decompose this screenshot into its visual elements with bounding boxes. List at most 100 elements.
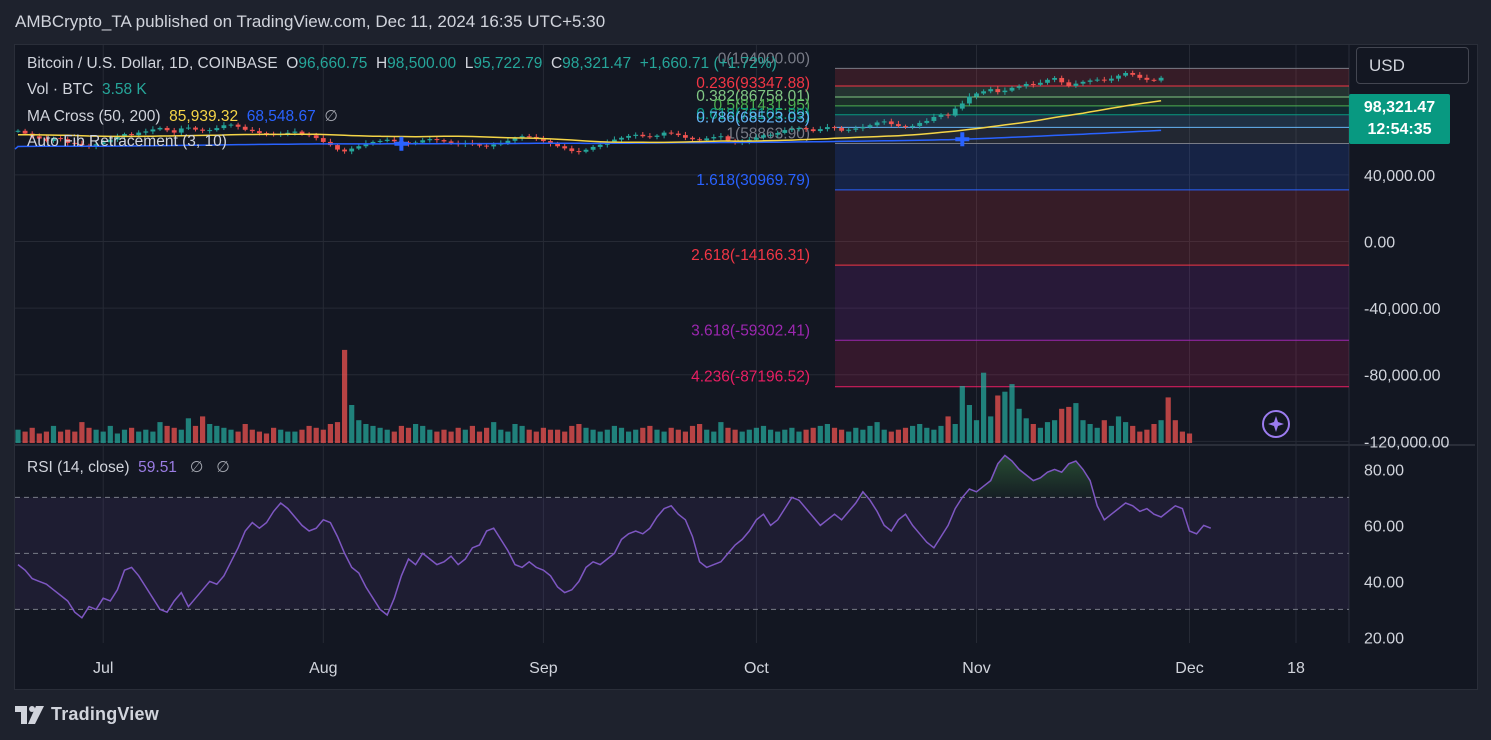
volume-bar bbox=[583, 427, 589, 443]
volume-bar bbox=[952, 424, 958, 443]
rsi-label: RSI (14, close) bbox=[27, 459, 130, 476]
candle-body bbox=[349, 148, 355, 152]
volume-bar bbox=[320, 429, 326, 443]
candle-body bbox=[917, 122, 923, 126]
volume-bar bbox=[988, 416, 994, 443]
volume-bar bbox=[356, 420, 362, 443]
assistant-icon bbox=[1262, 410, 1290, 438]
candle-body bbox=[817, 129, 823, 132]
fib-label: Auto Fib Retracement (3, 10) bbox=[27, 133, 227, 150]
brand-name: TradingView bbox=[51, 704, 159, 724]
tradingview-brand[interactable]: TradingView bbox=[15, 704, 159, 725]
volume-bars bbox=[15, 349, 1193, 443]
symbol-label[interactable]: Bitcoin / U.S. Dollar, 1D, COINBASE bbox=[27, 55, 278, 72]
volume-bar bbox=[342, 349, 348, 443]
publish-info: AMBCrypto_TA published on TradingView.co… bbox=[15, 12, 606, 31]
volume-bar bbox=[384, 429, 390, 443]
volume-bar bbox=[547, 429, 554, 443]
close-value: 98,321.47 bbox=[562, 55, 632, 72]
candle-body bbox=[299, 131, 305, 135]
volume-bar bbox=[299, 429, 305, 443]
volume-bar bbox=[739, 431, 745, 443]
candle-body bbox=[221, 125, 227, 129]
volume-bar bbox=[846, 431, 852, 443]
fib-level-label: 2.618(-14166.31) bbox=[691, 247, 810, 264]
candle-body bbox=[484, 145, 489, 147]
volume-bar bbox=[1094, 427, 1100, 443]
candle-body bbox=[107, 139, 113, 143]
candle-body bbox=[690, 137, 695, 140]
candle-body bbox=[1087, 80, 1093, 82]
volume-bar bbox=[1066, 406, 1072, 443]
candle-body bbox=[313, 135, 319, 139]
volume-bar bbox=[1158, 420, 1164, 443]
volume-bar bbox=[455, 427, 461, 443]
volume-bar bbox=[1023, 418, 1029, 443]
candle-body bbox=[945, 114, 951, 116]
candle-body bbox=[65, 139, 71, 143]
volume-label: Vol · BTC bbox=[27, 81, 94, 98]
legend-ma-cross[interactable]: MA Cross (50, 200) 85,939.32 68,548.67 ∅ bbox=[27, 107, 338, 126]
candle-body bbox=[434, 139, 440, 141]
candle-body bbox=[782, 130, 788, 133]
candle-body bbox=[839, 127, 844, 131]
open-value: 96,660.75 bbox=[298, 55, 368, 72]
volume-bar bbox=[271, 427, 277, 443]
legend-rsi[interactable]: RSI (14, close) 59.51 ∅ ∅ bbox=[27, 458, 230, 477]
candle-body bbox=[228, 124, 234, 126]
volume-bar bbox=[803, 429, 809, 443]
volume-bar bbox=[171, 427, 177, 443]
price-tick-label: -40,000.00 bbox=[1364, 301, 1441, 318]
volume-bar bbox=[697, 424, 703, 443]
date-tick-label: Sep bbox=[529, 660, 558, 677]
volume-bar bbox=[1044, 422, 1051, 443]
axes: 40,000.00 0.00 -40,000.00 -80,000.00 -120,00… bbox=[93, 168, 1450, 677]
volume-bar bbox=[43, 431, 49, 443]
assistant-icon-ring bbox=[1262, 410, 1290, 438]
candle-body bbox=[775, 132, 781, 135]
candle-body bbox=[207, 130, 213, 132]
fib-zone bbox=[835, 265, 1349, 341]
volume-bar bbox=[306, 425, 312, 443]
volume-bar bbox=[917, 424, 923, 443]
candle-body bbox=[541, 139, 546, 142]
open-label: O bbox=[286, 55, 299, 72]
volume-bar bbox=[427, 429, 433, 443]
volume-bar bbox=[562, 431, 568, 443]
volume-bar bbox=[675, 429, 681, 443]
candles[interactable] bbox=[15, 70, 1164, 155]
volume-bar bbox=[640, 427, 646, 443]
volume-bar bbox=[491, 422, 497, 443]
volume-bar bbox=[72, 431, 78, 443]
volume-bar bbox=[278, 429, 284, 443]
volume-bar bbox=[1016, 408, 1022, 443]
candle-body bbox=[761, 135, 766, 138]
volume-bar bbox=[959, 386, 965, 443]
volume-bar bbox=[214, 425, 220, 443]
candle-body bbox=[1109, 78, 1114, 81]
fib-level-label: 1.618(30969.79) bbox=[696, 172, 810, 189]
fib-level-label: 4.236(-87196.52) bbox=[691, 369, 810, 386]
low-label: L bbox=[464, 55, 474, 72]
candle-body bbox=[711, 137, 717, 139]
fib-level-label: 0.236(93347.88) bbox=[696, 75, 810, 92]
volume-bar bbox=[981, 372, 987, 443]
candle-body bbox=[1023, 83, 1029, 87]
legend-volume[interactable]: Vol · BTC 3.58 K bbox=[27, 81, 147, 99]
volume-bar bbox=[434, 431, 440, 443]
rsi-extra-2: ∅ bbox=[216, 459, 230, 476]
candle-body bbox=[320, 138, 326, 142]
rsi-overbought-fill bbox=[965, 455, 1094, 498]
volume-bar bbox=[753, 427, 759, 443]
volume-bar bbox=[796, 431, 802, 443]
candle-body bbox=[285, 132, 291, 134]
date-tick-label: Oct bbox=[744, 660, 769, 677]
last-price-tag: 98,321.47 12:54:35 bbox=[1349, 94, 1450, 144]
volume-bar bbox=[860, 429, 866, 443]
legend-fib[interactable]: Auto Fib Retracement (3, 10) bbox=[27, 133, 227, 151]
candle-body bbox=[150, 129, 156, 132]
fib-zone bbox=[835, 105, 1349, 115]
volume-bar bbox=[775, 431, 781, 443]
currency-button[interactable]: USD bbox=[1356, 47, 1469, 84]
candle-body bbox=[810, 129, 816, 132]
